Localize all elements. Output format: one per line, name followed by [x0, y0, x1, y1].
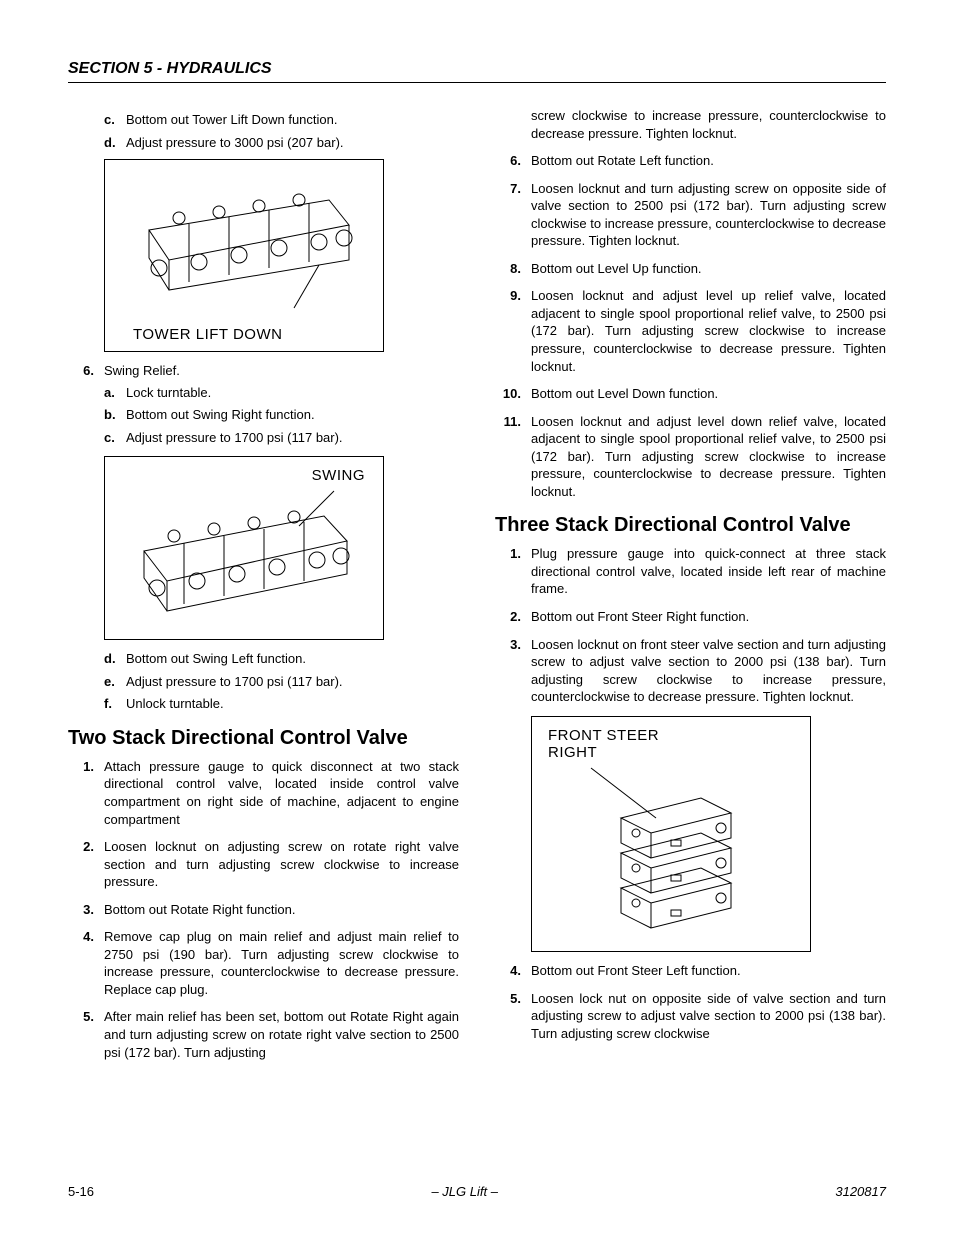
- right-column: screw clockwise to increase pressure, co…: [495, 107, 886, 1071]
- item-7: 7.Loosen locknut and turn adjusting scre…: [495, 180, 886, 250]
- item-2: 2.Bottom out Front Steer Right function.: [495, 608, 886, 626]
- figure-label: SWING: [312, 467, 365, 484]
- valve-diagram-icon: [119, 486, 369, 631]
- alpha-list-6: a.Lock turntable. b.Bottom out Swing Rig…: [104, 384, 459, 447]
- figure-label: TOWER LIFT DOWN: [133, 326, 282, 343]
- num-marker: 6.: [68, 362, 94, 380]
- item-5: 5.After main relief has been set, bottom…: [68, 1008, 459, 1061]
- item-3: 3.Bottom out Rotate Right function.: [68, 901, 459, 919]
- item-6: 6.Bottom out Rotate Left function.: [495, 152, 886, 170]
- item-5: 5.Loosen lock nut on opposite side of va…: [495, 990, 886, 1043]
- item-1: 1.Attach pressure gauge to quick disconn…: [68, 758, 459, 828]
- item-9: 9.Loosen locknut and adjust level up rel…: [495, 287, 886, 375]
- page-footer: 5-16 – JLG Lift – 3120817: [68, 1184, 886, 1199]
- two-column-layout: c. Bottom out Tower Lift Down function. d…: [68, 107, 886, 1071]
- item-d: d.Bottom out Swing Left function.: [104, 650, 459, 668]
- footer-center: – JLG Lift –: [431, 1184, 497, 1199]
- item-6: 6. Swing Relief. a.Lock turntable. b.Bot…: [68, 362, 459, 446]
- item-4: 4.Bottom out Front Steer Left function.: [495, 962, 886, 980]
- three-stack-list-2: 4.Bottom out Front Steer Left function. …: [495, 962, 886, 1042]
- item-c: c.Adjust pressure to 1700 psi (117 bar).: [104, 429, 459, 447]
- valve-diagram-icon: [119, 170, 369, 320]
- item-8: 8.Bottom out Level Up function.: [495, 260, 886, 278]
- continuation-5: screw clockwise to increase pressure, co…: [495, 107, 886, 142]
- section-header: SECTION 5 - HYDRAULICS: [68, 60, 886, 83]
- left-column: c. Bottom out Tower Lift Down function. d…: [68, 107, 459, 1071]
- figure-front-steer: FRONT STEER RIGHT: [531, 716, 811, 953]
- item-d: d. Adjust pressure to 3000 psi (207 bar).: [104, 134, 459, 152]
- figure-label: FRONT STEER RIGHT: [548, 727, 659, 762]
- alpha-marker: d.: [104, 134, 120, 152]
- two-stack-heading: Two Stack Directional Control Valve: [68, 727, 459, 750]
- item-11: 11.Loosen locknut and adjust level down …: [495, 413, 886, 501]
- figure-swing: SWING: [104, 456, 384, 640]
- alpha-marker: c.: [104, 111, 120, 129]
- three-stack-heading: Three Stack Directional Control Valve: [495, 514, 886, 537]
- item-b: b.Bottom out Swing Right function.: [104, 406, 459, 424]
- figure-tower-lift-down: TOWER LIFT DOWN: [104, 159, 384, 352]
- item-text: Swing Relief.: [104, 363, 180, 378]
- valve-diagram-icon: [561, 763, 781, 943]
- item-e: e.Adjust pressure to 1700 psi (117 bar).: [104, 673, 459, 691]
- item-3: 3.Loosen locknut on front steer valve se…: [495, 636, 886, 706]
- page: SECTION 5 - HYDRAULICS c. Bottom out Towe…: [0, 0, 954, 1235]
- footer-left: 5-16: [68, 1184, 94, 1199]
- item-f: f.Unlock turntable.: [104, 695, 459, 713]
- pre-alpha-list: c. Bottom out Tower Lift Down function. d…: [104, 111, 459, 151]
- item-4: 4.Remove cap plug on main relief and adj…: [68, 928, 459, 998]
- numbered-list-1: 6. Swing Relief. a.Lock turntable. b.Bot…: [68, 362, 459, 446]
- item-1: 1.Plug pressure gauge into quick-connect…: [495, 545, 886, 598]
- two-stack-list: 1.Attach pressure gauge to quick disconn…: [68, 758, 459, 1061]
- item-10: 10.Bottom out Level Down function.: [495, 385, 886, 403]
- item-2: 2.Loosen locknut on adjusting screw on r…: [68, 838, 459, 891]
- item-a: a.Lock turntable.: [104, 384, 459, 402]
- item-text: Adjust pressure to 3000 psi (207 bar).: [126, 135, 344, 150]
- footer-right: 3120817: [835, 1184, 886, 1199]
- alpha-list-6b: d.Bottom out Swing Left function. e.Adju…: [104, 650, 459, 713]
- item-text: Bottom out Tower Lift Down function.: [126, 112, 337, 127]
- item-c: c. Bottom out Tower Lift Down function.: [104, 111, 459, 129]
- right-list-1: 6.Bottom out Rotate Left function. 7.Loo…: [495, 152, 886, 500]
- three-stack-list-1: 1.Plug pressure gauge into quick-connect…: [495, 545, 886, 705]
